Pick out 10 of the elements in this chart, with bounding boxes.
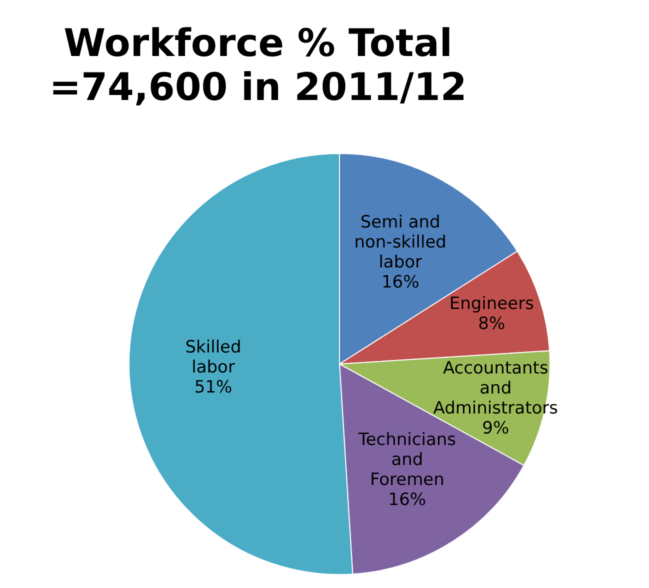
data-label: 16% (388, 490, 426, 510)
data-label: 8% (478, 314, 506, 334)
data-label: 9% (482, 418, 510, 438)
data-label: 16% (381, 272, 420, 293)
chart-title: Workforce % Total =74,600 in 2011/12 (49, 20, 467, 109)
slice-label: Engineers (449, 294, 534, 314)
slice-label: Skilled labor (185, 337, 242, 378)
slice-label: Semi and non-skilled labor (354, 212, 446, 273)
data-label: 51% (194, 377, 232, 398)
slice-label: Technicians and Foremen (357, 430, 456, 490)
